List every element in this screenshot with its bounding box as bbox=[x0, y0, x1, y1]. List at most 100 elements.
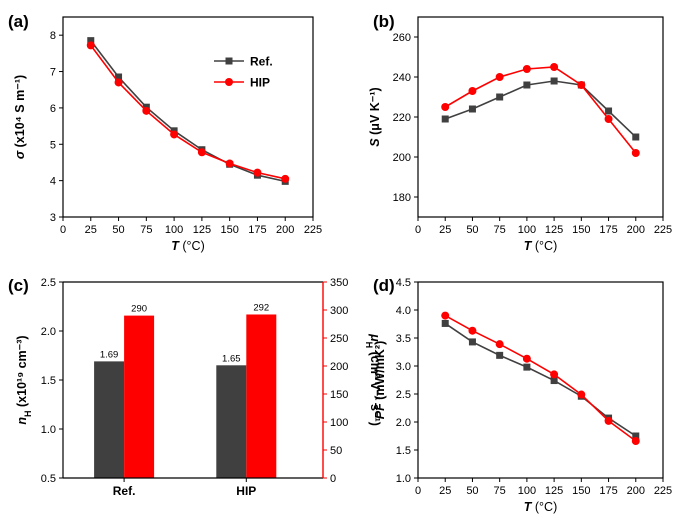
legend-label: HIP bbox=[250, 76, 270, 90]
y-axis-label-variable: S bbox=[368, 138, 382, 147]
y-right-tick-label: 0 bbox=[330, 473, 336, 485]
data-point-hip bbox=[197, 148, 206, 157]
data-point-hip bbox=[495, 340, 504, 349]
panel-b: 0 25 50 75 100 125 150 175 200 225 180 200 220 240 260… bbox=[368, 12, 672, 253]
x-tick-label: 175 bbox=[248, 224, 266, 236]
series-line-hip bbox=[90, 44, 286, 180]
y-tick-label: 200 bbox=[393, 152, 411, 164]
panel-label: (c) bbox=[8, 276, 29, 295]
data-point-ref bbox=[115, 73, 123, 81]
y-axis-label-unit: (μV K⁻¹) bbox=[368, 87, 382, 138]
y-tick-label: 4 bbox=[50, 176, 56, 188]
legend: Ref. HIP bbox=[214, 55, 273, 90]
y-tick-label: 260 bbox=[393, 32, 411, 44]
y-left-label-variable: n bbox=[15, 417, 29, 425]
y-left-label-unit: (x10¹⁹ cm⁻³) bbox=[15, 335, 29, 410]
y-left-tick-label: 2.5 bbox=[41, 277, 56, 289]
y-tick-label: 4.5 bbox=[396, 277, 411, 289]
x-tick-label: 75 bbox=[494, 485, 506, 497]
y-tick-label: 2.0 bbox=[396, 417, 411, 429]
y-axis-label: PF (mW/mK²) bbox=[373, 341, 387, 419]
x-tick-label: 25 bbox=[439, 224, 451, 236]
data-label-nh: 1.65 bbox=[222, 353, 241, 364]
data-point-hip bbox=[577, 81, 586, 89]
panel-label: (a) bbox=[8, 12, 29, 31]
x-axis-label-variable: T bbox=[524, 500, 533, 514]
panel-label: (b) bbox=[373, 12, 395, 31]
x-tick-label: 200 bbox=[627, 485, 645, 497]
y-axis-label: σ (x10⁴ S m⁻¹) bbox=[13, 75, 27, 159]
x-tick-label: 175 bbox=[599, 224, 617, 236]
data-point-ref bbox=[550, 377, 558, 385]
x-tick-label: 0 bbox=[415, 224, 421, 236]
y-tick-label: 8 bbox=[50, 30, 56, 42]
y-left-axis-label: nH (x10¹⁹ cm⁻³) bbox=[15, 335, 33, 424]
plot-frame bbox=[62, 16, 314, 218]
panel-label: (d) bbox=[373, 276, 395, 295]
y-axis-label-variable: σ bbox=[13, 150, 27, 159]
data-point-ref bbox=[605, 107, 613, 115]
y-axis-label-variable: PF bbox=[373, 403, 387, 419]
y-tick-label: 3.5 bbox=[396, 333, 411, 345]
data-point-ref bbox=[468, 105, 476, 113]
bar-nh bbox=[216, 365, 247, 478]
data-label-nh: 1.69 bbox=[100, 349, 119, 360]
bar-mu bbox=[246, 314, 277, 478]
data-point-ref bbox=[87, 37, 95, 45]
series-line-ref bbox=[444, 80, 637, 138]
data-point-ref bbox=[441, 115, 449, 123]
y-left-tick-label: 0.5 bbox=[41, 473, 56, 485]
x-tick-label: 225 bbox=[654, 224, 672, 236]
legend-label: Ref. bbox=[250, 55, 273, 69]
x-tick-label: 150 bbox=[572, 485, 590, 497]
y-tick-label: 180 bbox=[393, 192, 411, 204]
y-right-tick-label: 100 bbox=[330, 417, 348, 429]
panel-c: 1.69 290 Ref. 1.65 292 HIP 0.5 1.0 1.5 2.0 2.5 0 50 1… bbox=[8, 276, 382, 498]
data-point-hip bbox=[441, 103, 450, 111]
y-left-label-subscript: H bbox=[23, 410, 33, 417]
series-line-ref bbox=[90, 40, 286, 183]
x-axis-label-variable: T bbox=[171, 239, 180, 253]
y-tick-label: 1.0 bbox=[396, 473, 411, 485]
y-tick-label: 3.0 bbox=[396, 361, 411, 373]
x-tick-label: 25 bbox=[85, 224, 97, 236]
x-tick-label: 100 bbox=[518, 485, 536, 497]
y-tick-label: 240 bbox=[393, 72, 411, 84]
y-left-tick-label: 2.0 bbox=[41, 326, 56, 338]
data-point-hip bbox=[631, 149, 640, 157]
data-point-ref bbox=[550, 77, 558, 85]
bar-nh bbox=[94, 361, 125, 478]
data-point-hip bbox=[468, 87, 477, 95]
data-point-hip bbox=[170, 130, 179, 139]
x-tick-label: 150 bbox=[220, 224, 238, 236]
data-point-hip bbox=[522, 354, 531, 363]
y-right-tick-label: 250 bbox=[330, 333, 348, 345]
y-right-tick-label: 50 bbox=[330, 445, 342, 457]
x-tick-label: 0 bbox=[415, 485, 421, 497]
data-point-hip bbox=[631, 437, 640, 446]
x-tick-label: 75 bbox=[140, 224, 152, 236]
data-point-hip bbox=[550, 370, 559, 379]
data-point-hip bbox=[281, 174, 290, 183]
x-tick-label: 50 bbox=[466, 485, 478, 497]
y-right-label-unit: (cm² V⁻¹ s⁻¹) bbox=[368, 348, 382, 426]
y-tick-label: 3 bbox=[50, 212, 56, 224]
y-axis-label: S (μV K⁻¹) bbox=[368, 87, 382, 146]
x-axis-label-unit: (°C) bbox=[531, 500, 557, 514]
plot-frame bbox=[417, 16, 664, 218]
y-tick-label: 220 bbox=[393, 112, 411, 124]
y-right-label-subscript: H bbox=[364, 342, 374, 349]
x-tick-label: 100 bbox=[518, 224, 536, 236]
x-tick-label: 0 bbox=[60, 224, 66, 236]
data-point-hip bbox=[550, 63, 559, 71]
bar-mu bbox=[124, 315, 155, 478]
x-axis-label-unit: (°C) bbox=[179, 239, 205, 253]
panel-a: 0 25 50 75 100 125 150 175 200 225 3 4 5 6 7 8 T (°C) (a)… bbox=[8, 12, 322, 253]
data-point-hip bbox=[468, 326, 477, 335]
y-tick-label: 1.5 bbox=[396, 445, 411, 457]
data-point-hip bbox=[522, 65, 531, 73]
data-point-hip bbox=[114, 78, 123, 87]
legend-marker-hip bbox=[225, 78, 233, 86]
x-tick-label: 225 bbox=[654, 485, 672, 497]
